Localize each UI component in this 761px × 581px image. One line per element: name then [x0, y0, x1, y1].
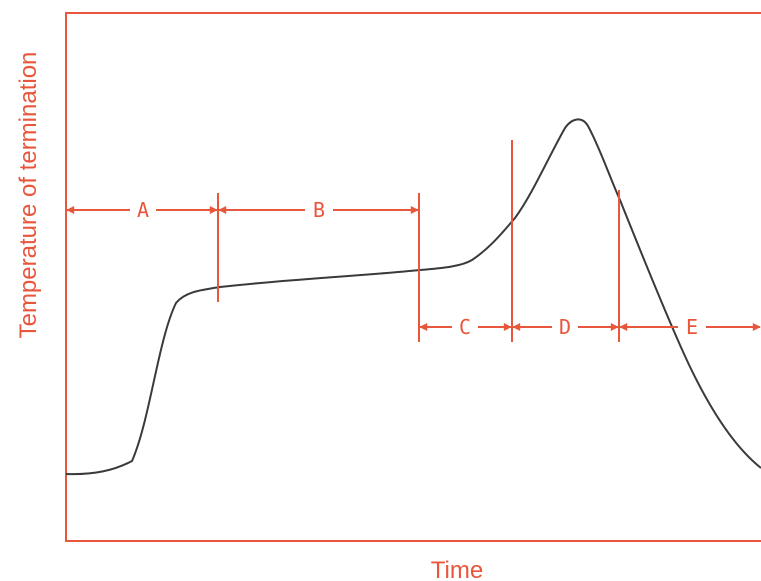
phase-a-dimension: A [66, 198, 218, 222]
phase-c-label: C [459, 315, 471, 339]
phase-e-label: E [686, 315, 698, 339]
phase-a-label: A [137, 198, 149, 222]
temperature-curve [65, 118, 761, 476]
phase-d-dimension: D [512, 315, 619, 339]
phase-c-dimension: C [419, 315, 512, 339]
phase-b-dimension: B [218, 198, 419, 222]
plot-frame [65, 12, 761, 542]
phase-b-label: B [313, 198, 325, 222]
phase-e-dimension: E [619, 315, 761, 339]
phase-d-label: D [559, 315, 571, 339]
x-axis-label: Time [431, 557, 483, 581]
y-axis-label: Temperature of termination [15, 52, 42, 339]
